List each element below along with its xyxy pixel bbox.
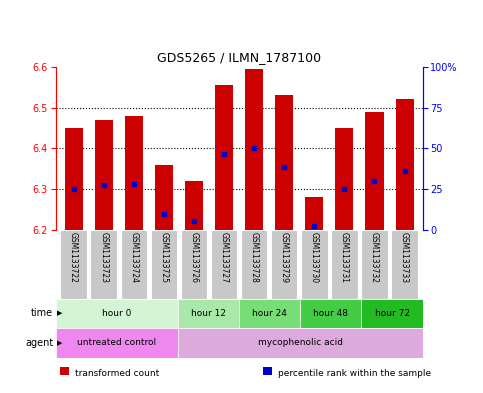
Bar — [211, 230, 237, 299]
Text: transformed count: transformed count — [75, 369, 159, 378]
Text: hour 24: hour 24 — [252, 309, 287, 318]
Bar — [241, 230, 268, 299]
Text: GSM1133728: GSM1133728 — [250, 232, 258, 283]
Bar — [361, 230, 388, 299]
Text: hour 48: hour 48 — [313, 309, 348, 318]
Bar — [90, 230, 117, 299]
Bar — [301, 230, 327, 299]
Text: ▶: ▶ — [57, 340, 62, 346]
Text: percentile rank within the sample: percentile rank within the sample — [278, 369, 431, 378]
Bar — [65, 128, 83, 230]
Text: hour 72: hour 72 — [374, 309, 410, 318]
Bar — [178, 328, 423, 358]
Bar — [56, 328, 178, 358]
Bar — [305, 197, 323, 230]
Bar — [215, 85, 233, 230]
Bar — [300, 299, 361, 328]
Bar — [125, 116, 143, 230]
Bar — [95, 120, 113, 230]
Text: untreated control: untreated control — [77, 338, 156, 347]
Text: ▶: ▶ — [57, 310, 62, 316]
Text: agent: agent — [25, 338, 53, 348]
Bar — [155, 165, 173, 230]
Text: time: time — [31, 309, 53, 318]
Bar — [331, 230, 357, 299]
Bar — [271, 230, 298, 299]
Text: GSM1133732: GSM1133732 — [370, 232, 379, 283]
Text: GSM1133733: GSM1133733 — [400, 232, 409, 283]
Bar — [245, 69, 263, 230]
Text: mycophenolic acid: mycophenolic acid — [258, 338, 343, 347]
Bar — [361, 299, 423, 328]
Text: GSM1133724: GSM1133724 — [129, 232, 138, 283]
Text: hour 0: hour 0 — [102, 309, 131, 318]
Bar — [391, 230, 418, 299]
Bar — [185, 181, 203, 230]
Text: GSM1133725: GSM1133725 — [159, 232, 169, 283]
Bar — [121, 230, 147, 299]
Text: GSM1133729: GSM1133729 — [280, 232, 289, 283]
Text: GSM1133727: GSM1133727 — [220, 232, 228, 283]
Bar — [56, 299, 178, 328]
Bar — [178, 299, 239, 328]
Text: GSM1133731: GSM1133731 — [340, 232, 349, 283]
Bar — [181, 230, 207, 299]
Text: GSM1133726: GSM1133726 — [189, 232, 199, 283]
Text: hour 12: hour 12 — [191, 309, 226, 318]
Bar — [366, 112, 384, 230]
Bar — [335, 128, 354, 230]
Title: GDS5265 / ILMN_1787100: GDS5265 / ILMN_1787100 — [157, 51, 321, 64]
Text: GSM1133730: GSM1133730 — [310, 232, 319, 283]
Bar — [239, 299, 300, 328]
Text: GSM1133723: GSM1133723 — [99, 232, 108, 283]
Bar — [151, 230, 177, 299]
Bar — [60, 230, 87, 299]
Text: GSM1133722: GSM1133722 — [69, 232, 78, 283]
Bar — [275, 95, 293, 230]
Bar — [396, 99, 413, 230]
